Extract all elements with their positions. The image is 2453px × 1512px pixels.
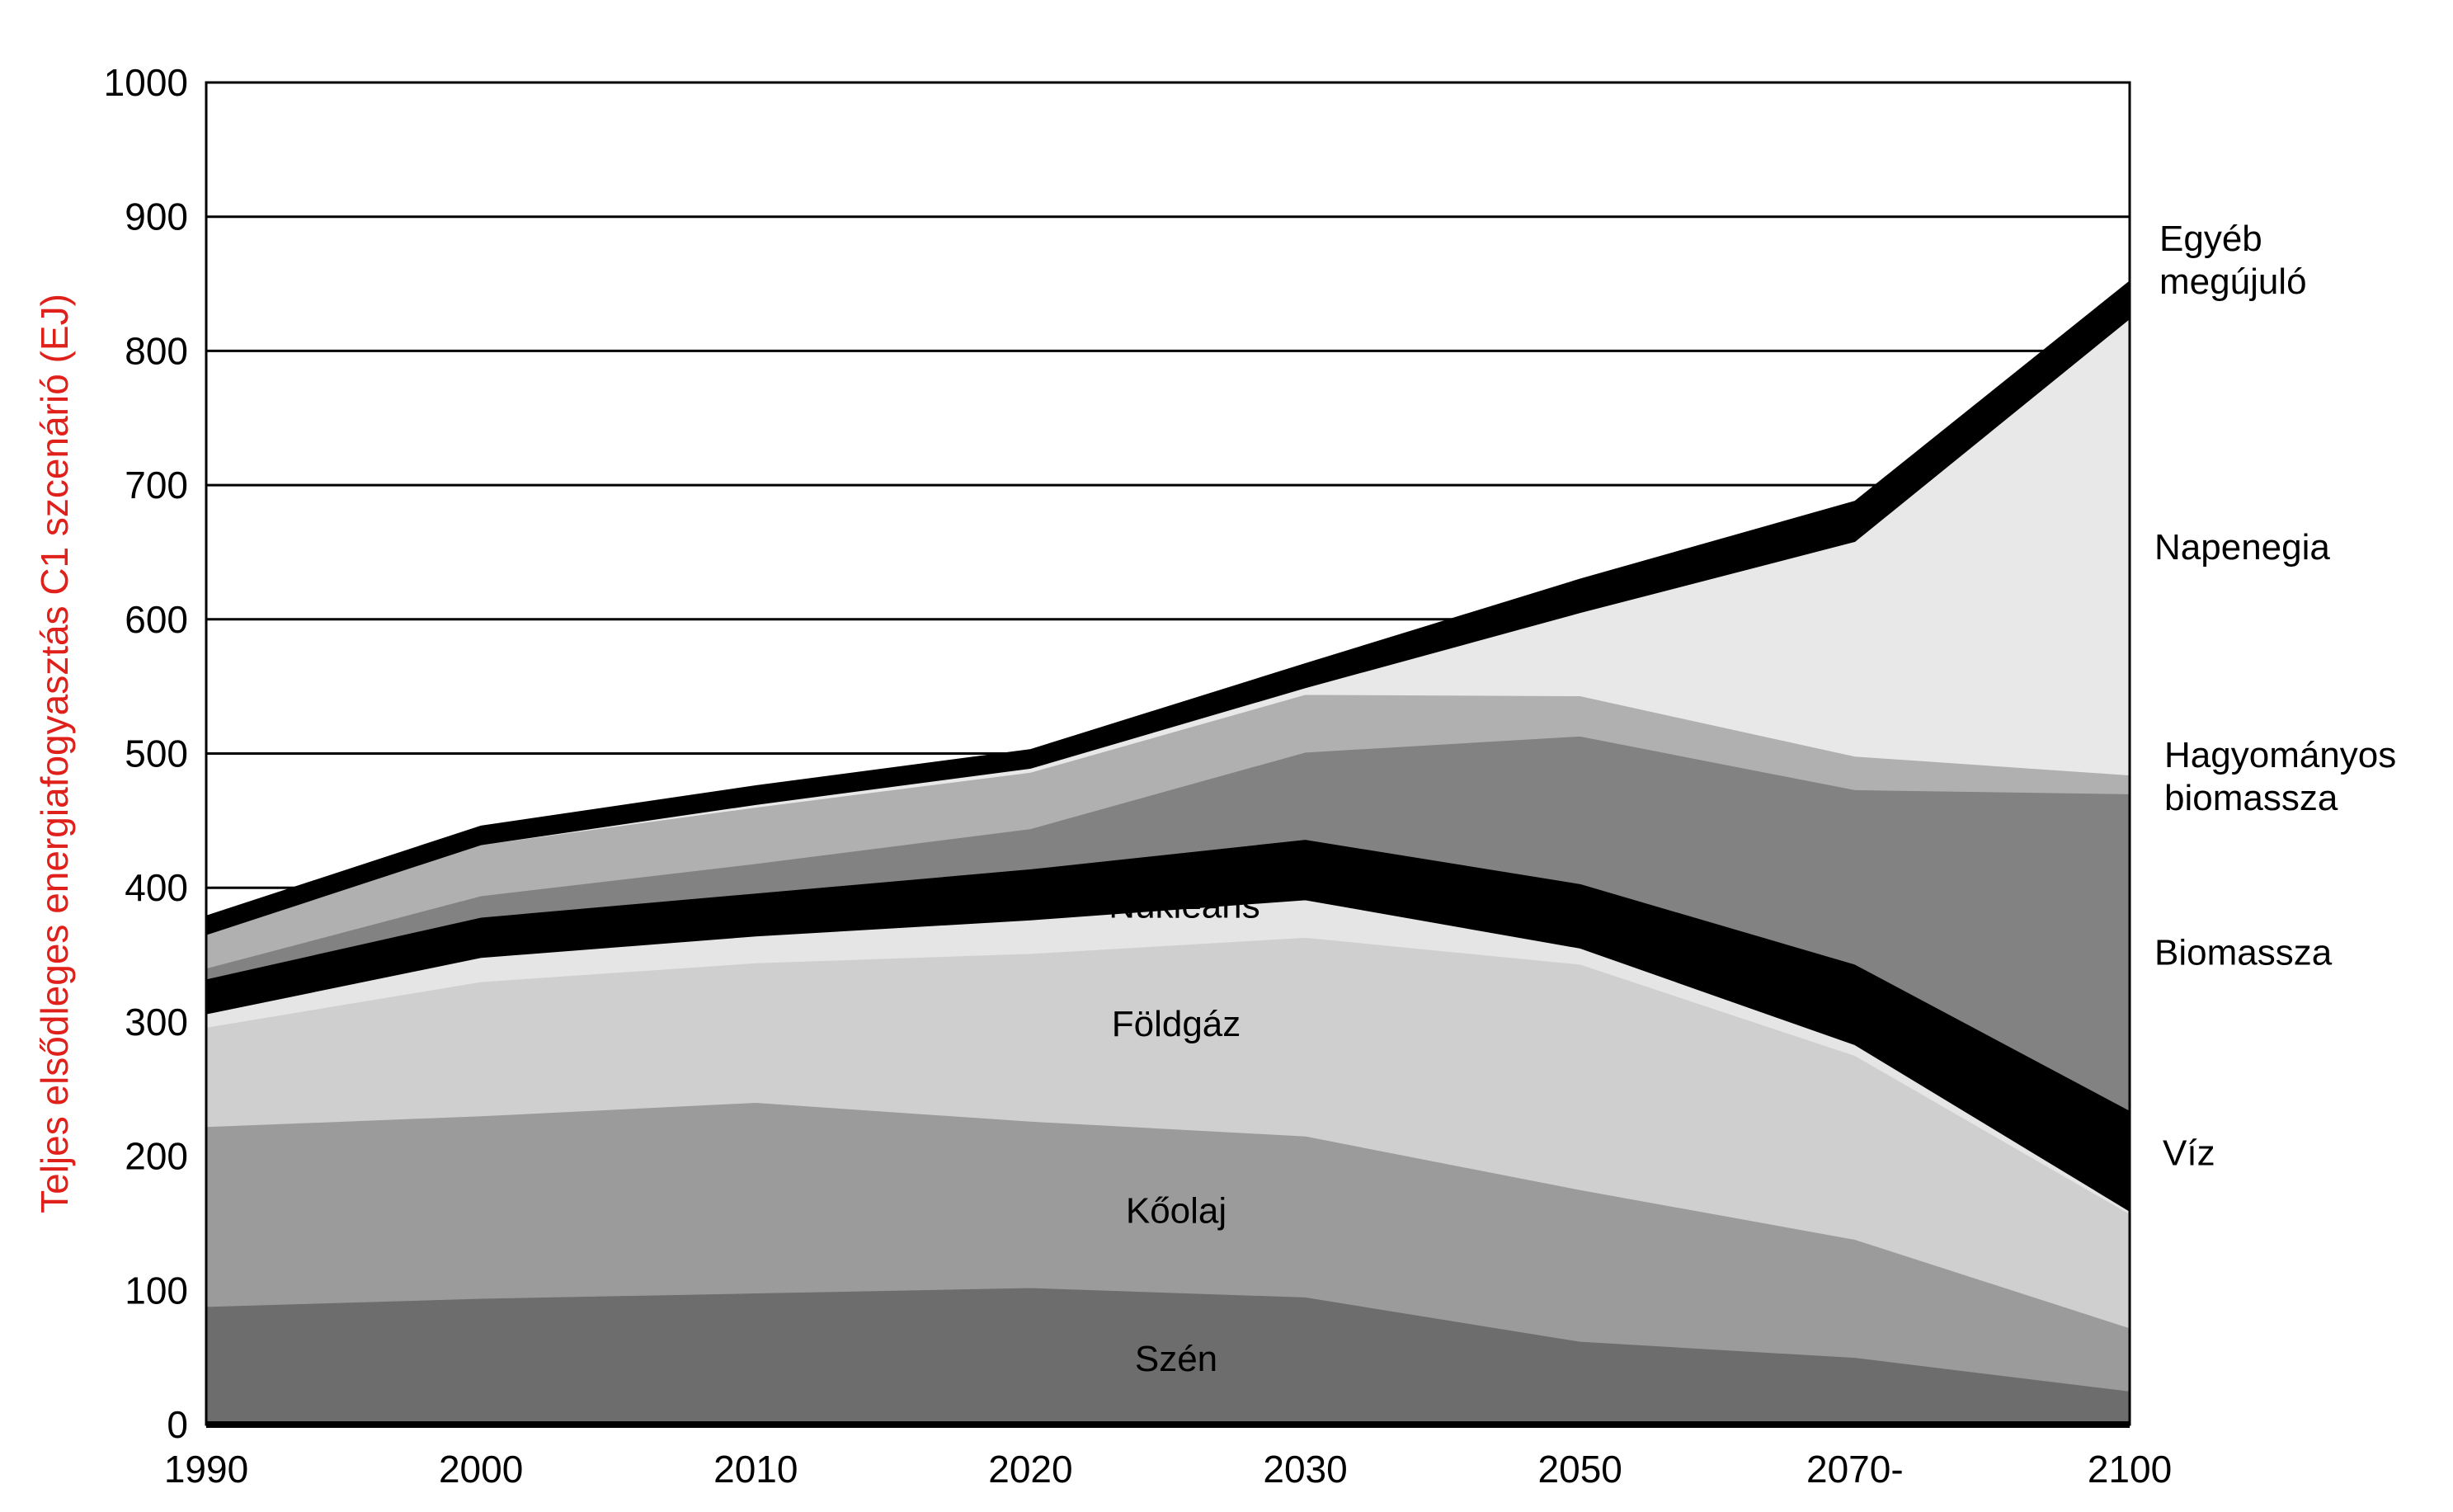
- series-label-hagyomanyos-biomassza: Hagyományos biomassza: [2164, 735, 2396, 818]
- y-tick-label: 700: [125, 464, 188, 506]
- y-tick-label: 0: [167, 1403, 188, 1446]
- x-tick-label: 2100: [2088, 1448, 2172, 1491]
- y-tick-label: 300: [125, 1001, 188, 1043]
- y-tick-label: 1000: [104, 61, 188, 104]
- y-axis-title: Teljes elsődleges energiafogyasztás C1 s…: [33, 294, 76, 1213]
- series-label-nuklearis: Nukleáris: [1109, 885, 1259, 926]
- series-label-foldgaz: Földgáz: [1112, 1004, 1241, 1044]
- y-tick-label: 400: [125, 866, 188, 909]
- series-label-viz: Víz: [2163, 1133, 2215, 1174]
- x-tick-label: 2050: [1538, 1448, 1622, 1491]
- series-label-napenegia: Napenegia: [2154, 527, 2330, 568]
- x-tick-labels: 1990 2000 2010 2020 2030 2050 2070- 2100: [164, 1448, 2172, 1491]
- x-tick-label: 1990: [164, 1448, 248, 1491]
- series-label-szen: Szén: [1135, 1339, 1217, 1379]
- series-label-egyeb-megujulo: Egyéb megújuló: [2159, 219, 2307, 302]
- stacked-areas: [205, 280, 2130, 1425]
- x-tick-label: 2000: [439, 1448, 523, 1491]
- x-tick-label: 2010: [713, 1448, 798, 1491]
- x-tick-label: 2020: [988, 1448, 1072, 1491]
- y-tick-label: 200: [125, 1135, 188, 1178]
- y-tick-labels: 0 100 200 300 400 500 600 700 800 900 1000: [104, 61, 188, 1446]
- series-label-biomassza: Biomassza: [2154, 932, 2333, 973]
- series-label-koolaj: Kőolaj: [1126, 1190, 1226, 1231]
- x-tick-label: 2070-: [1806, 1448, 1904, 1491]
- x-tick-label: 2030: [1263, 1448, 1347, 1491]
- y-tick-label: 500: [125, 732, 188, 775]
- series-labels: Szén Kőolaj Földgáz Nukleáris Víz Biomassza Ha…: [1109, 219, 2396, 1379]
- y-tick-label: 600: [125, 598, 188, 641]
- y-tick-label: 100: [125, 1269, 188, 1312]
- y-tick-label: 900: [125, 195, 188, 238]
- y-tick-label: 800: [125, 329, 188, 372]
